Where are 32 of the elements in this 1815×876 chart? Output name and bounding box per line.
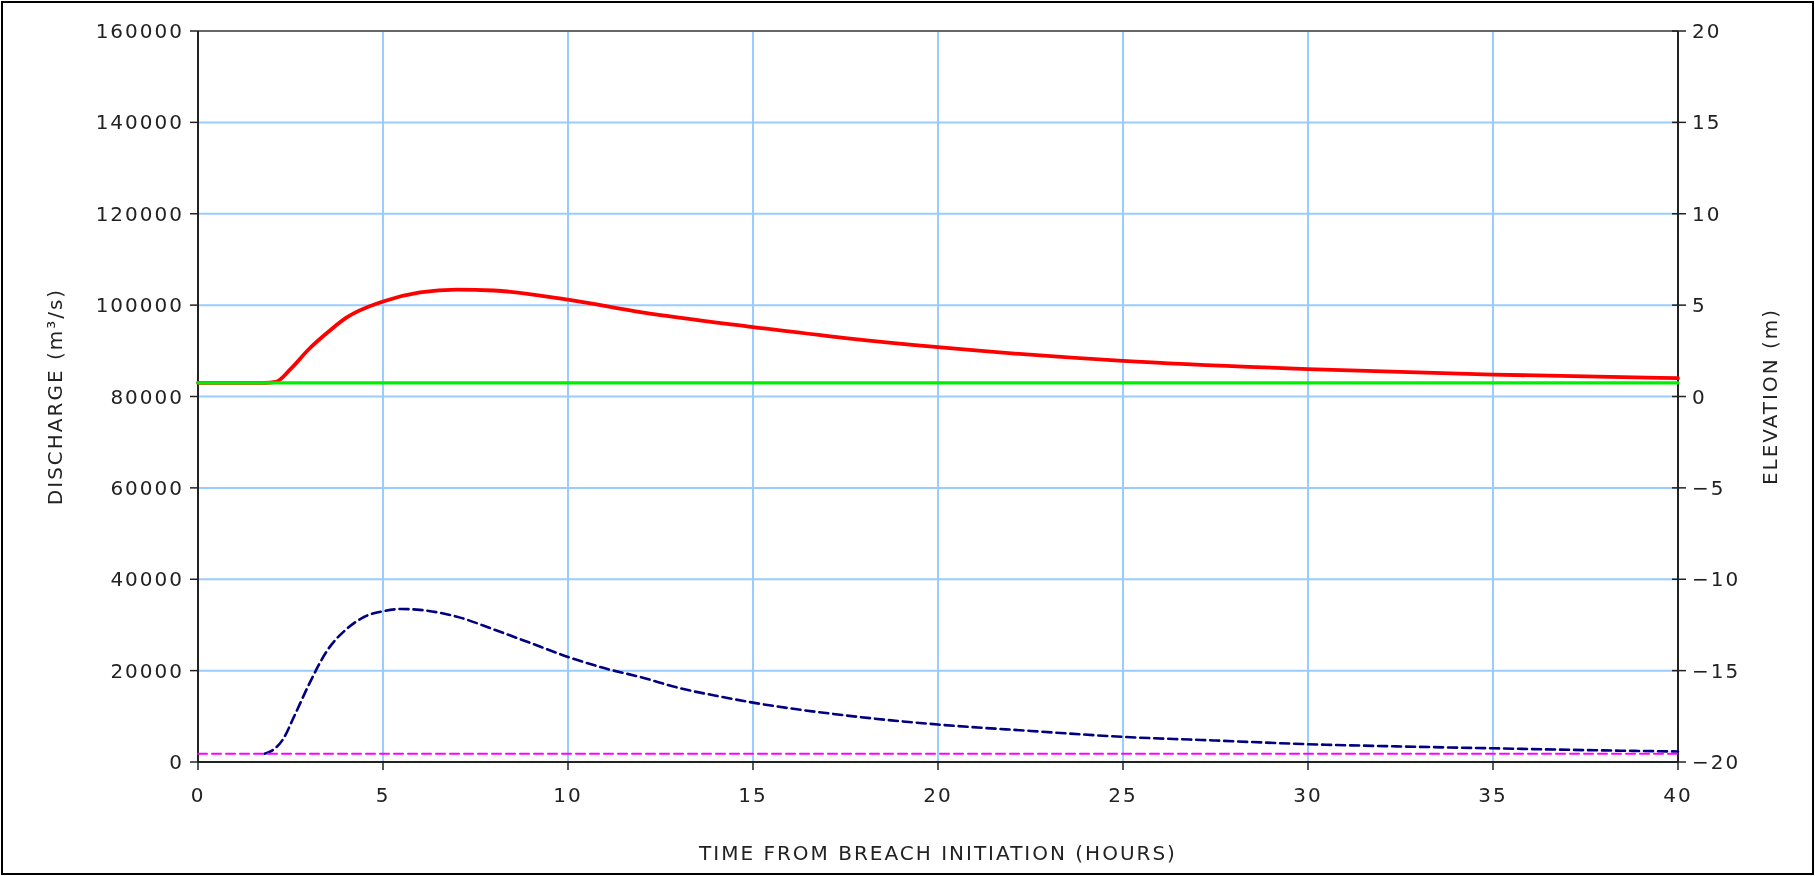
y-tick-label: 160000	[95, 19, 184, 43]
y-tick-label: 20000	[110, 658, 184, 683]
x-tick-label: 0	[190, 783, 206, 807]
y2-tick-label: 20	[1692, 19, 1722, 43]
y2-tick-label: 5	[1692, 293, 1707, 318]
line-series	[196, 287, 1680, 385]
x-tick-label: 30	[1293, 783, 1323, 807]
x-tick-label: 35	[1478, 783, 1508, 807]
y2-tick-label: −20	[1692, 750, 1741, 774]
y-tick-label: 40000	[110, 567, 184, 592]
x-tick-label: 15	[738, 783, 768, 807]
y2-tick-label: 0	[1692, 384, 1707, 409]
y2-axis-title: ELEVATION (m)	[1758, 307, 1782, 486]
y2-tick-label: −15	[1692, 658, 1741, 683]
y2-tick-label: −10	[1692, 567, 1741, 592]
y-tick-label: 0	[169, 750, 184, 774]
y-tick-label: 60000	[110, 475, 184, 500]
x-tick-label: 5	[375, 783, 391, 807]
y-axis-title: DISCHARGE (m³/s)	[43, 287, 67, 506]
y-tick-label: 100000	[95, 293, 184, 318]
y2-tick-label: 10	[1692, 201, 1722, 226]
x-tick-label: 25	[1108, 783, 1138, 807]
x-tick-label: 10	[553, 783, 583, 807]
y2-tick-label: −5	[1692, 475, 1726, 500]
x-tick-label: 20	[923, 783, 953, 807]
y-tick-label: 140000	[95, 110, 184, 135]
y-tick-label: 120000	[95, 201, 184, 226]
line-series	[263, 607, 1680, 756]
x-axis-title: TIME FROM BREACH INITIATION (HOURS)	[698, 841, 1177, 865]
x-tick-label: 40	[1663, 783, 1693, 807]
y2-tick-label: 15	[1692, 110, 1722, 135]
y-tick-label: 80000	[110, 384, 184, 409]
